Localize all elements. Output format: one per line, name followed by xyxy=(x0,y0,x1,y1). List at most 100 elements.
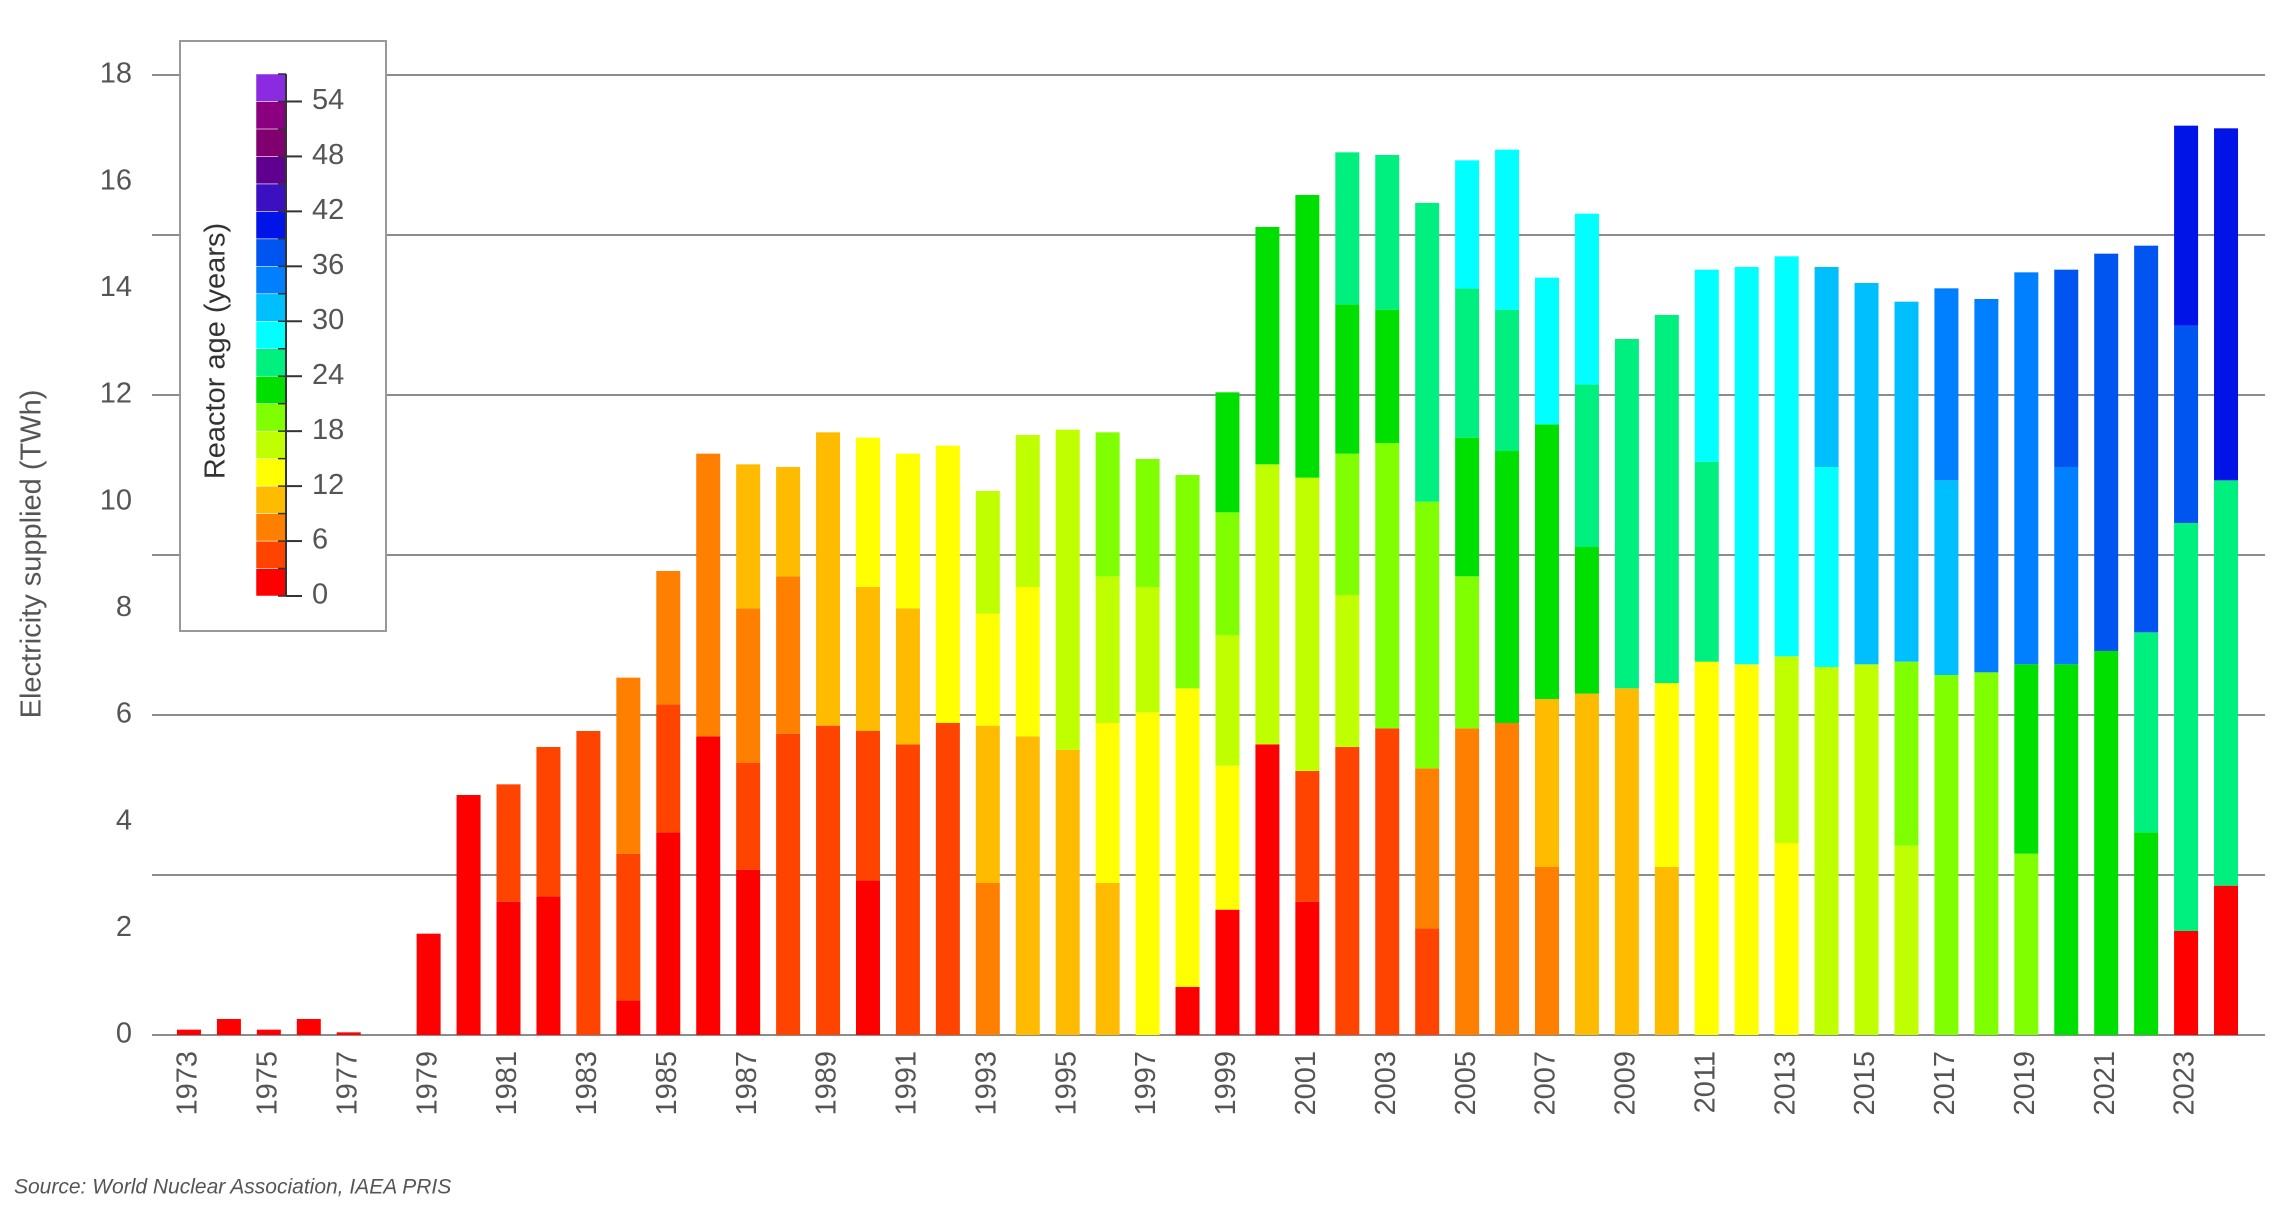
x-tick-label: 2007 xyxy=(1530,1051,1562,1116)
bar-segment xyxy=(736,608,761,763)
colorbar-segment xyxy=(255,101,287,130)
bar-segment xyxy=(2014,664,2039,854)
bar-segment xyxy=(1375,155,1400,310)
bar-segment xyxy=(1095,723,1120,883)
colorbar-tick-label: 0 xyxy=(312,579,328,611)
bar-segment xyxy=(1814,267,1839,467)
bar-segment xyxy=(1614,688,1639,1035)
bar-segment xyxy=(2214,480,2239,886)
bar-segment xyxy=(1295,477,1320,771)
x-tick-label: 2021 xyxy=(2089,1051,2121,1116)
bar-segment xyxy=(1894,301,1919,662)
colorbar-segment xyxy=(255,211,287,240)
x-tick-label: 2019 xyxy=(2009,1051,2041,1116)
y-tick-label: 8 xyxy=(116,591,132,623)
bar-segment xyxy=(656,571,681,705)
bar-segment xyxy=(1774,256,1799,657)
bar-segment xyxy=(176,1029,201,1035)
x-tick-label: 1979 xyxy=(411,1051,443,1116)
bar-segment xyxy=(1894,661,1919,846)
bar-segment xyxy=(1215,635,1240,766)
bar-segment xyxy=(696,453,721,737)
y-tick-label: 10 xyxy=(100,484,132,516)
bar-segment xyxy=(1814,467,1839,667)
bar-segment xyxy=(1694,661,1719,1035)
bar-segment xyxy=(1335,453,1360,595)
bar-segment xyxy=(1934,675,1959,1035)
x-tick-label: 2001 xyxy=(1290,1051,1322,1116)
y-tick-label: 2 xyxy=(116,911,132,943)
colorbar-segment xyxy=(255,156,287,185)
bar-segment xyxy=(536,896,561,1035)
bar-segment xyxy=(1455,160,1480,289)
bar-segment xyxy=(2174,523,2199,931)
colorbar-tick-label: 6 xyxy=(312,524,328,556)
x-tick-label: 1989 xyxy=(811,1051,843,1116)
colorbar-segment xyxy=(255,485,287,514)
y-tick-label: 18 xyxy=(100,58,132,90)
colorbar-segment xyxy=(255,430,287,459)
bar-segment xyxy=(895,744,920,1035)
colorbar-segment xyxy=(255,321,287,349)
bar-segment xyxy=(2094,651,2119,1035)
bar-segment xyxy=(2014,853,2039,1035)
colorbar-tick-label: 30 xyxy=(312,304,344,336)
bar-segment xyxy=(2054,467,2079,665)
colorbar-segment xyxy=(255,568,287,597)
x-tick-label: 2015 xyxy=(1849,1051,1881,1116)
colorbar-segment xyxy=(255,513,287,542)
bar-segment xyxy=(1535,424,1560,699)
bar-segment xyxy=(1455,728,1480,1035)
bar-segment xyxy=(1574,384,1599,547)
bar-segment xyxy=(1854,283,1879,665)
bar-segment xyxy=(496,784,521,902)
colorbar-tick-label: 12 xyxy=(312,469,344,501)
bar-segment xyxy=(975,725,1000,883)
bar-segment xyxy=(1135,459,1160,587)
bar-segment xyxy=(1295,901,1320,1035)
bar-segment xyxy=(1255,227,1280,465)
bar-segment xyxy=(736,464,761,609)
y-tick-label: 6 xyxy=(116,698,132,730)
colorbar-tick-label: 42 xyxy=(312,194,344,226)
bar-segment xyxy=(1934,480,1959,675)
x-tick-label: 1975 xyxy=(252,1051,284,1116)
bar-segment xyxy=(1535,867,1560,1035)
bar-segment xyxy=(855,437,880,587)
bar-segment xyxy=(2054,664,2079,1035)
bar-segment xyxy=(576,731,601,1035)
colorbar-segment xyxy=(255,128,287,157)
y-axis-label: Electricity supplied (TWh) xyxy=(16,390,48,719)
bar-segment xyxy=(1974,299,1999,673)
colorbar-label: Reactor age (years) xyxy=(200,223,232,479)
x-tick-label: 1973 xyxy=(172,1051,204,1116)
colorbar-tick-label: 18 xyxy=(312,414,344,446)
bar-segment xyxy=(656,704,681,833)
colorbar-tick-label: 36 xyxy=(312,249,344,281)
bar-segment xyxy=(855,731,880,881)
bar-segment xyxy=(935,723,960,1035)
bar-segment xyxy=(1694,461,1719,662)
bar-segment xyxy=(1415,203,1440,502)
bar-segment xyxy=(1335,152,1360,305)
colorbar-segment xyxy=(255,348,287,377)
bar-segment xyxy=(1854,664,1879,1035)
x-tick-label: 1993 xyxy=(970,1051,1002,1116)
bar-segment xyxy=(776,576,801,734)
bar-segment xyxy=(1175,987,1200,1035)
bar-segment xyxy=(2214,128,2239,481)
bar-segment xyxy=(1375,443,1400,729)
bar-segment xyxy=(1175,475,1200,689)
bar-segment xyxy=(696,736,721,1035)
bar-segment xyxy=(616,853,641,1001)
bar-segment xyxy=(1055,749,1080,1035)
bar-segment xyxy=(1894,845,1919,1035)
bar-segment xyxy=(2214,885,2239,1035)
bar-segment xyxy=(1574,693,1599,1035)
bar-segment xyxy=(2174,125,2199,326)
y-tick-label: 14 xyxy=(100,271,132,303)
bar-segment xyxy=(1774,843,1799,1035)
y-tick-label: 16 xyxy=(100,164,132,196)
colorbar-segment xyxy=(255,403,287,432)
x-tick-label: 1977 xyxy=(331,1051,363,1116)
